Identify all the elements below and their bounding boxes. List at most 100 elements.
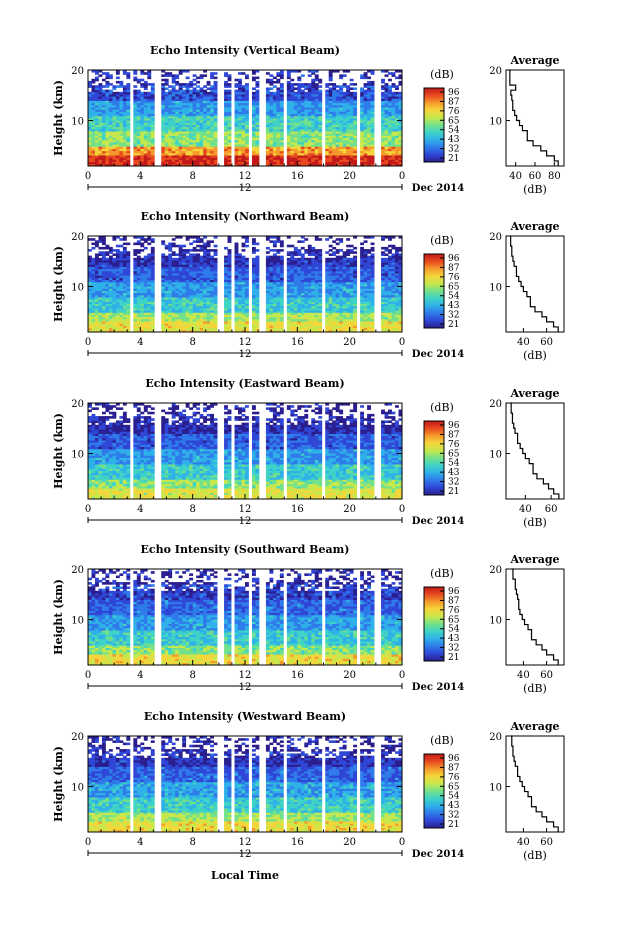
heatmap-cell (238, 288, 242, 291)
heatmap-cell (196, 308, 201, 311)
heatmap-cell (265, 124, 270, 128)
heatmap-cell (265, 107, 270, 110)
heatmap-cell (206, 137, 211, 141)
heatmap-cell (370, 102, 375, 106)
heatmap-cell (213, 288, 218, 291)
heatmap-cell (185, 133, 190, 136)
heatmap-cell (161, 96, 166, 99)
heatmap-cell (293, 299, 298, 302)
heatmap-cell (122, 144, 127, 147)
heatmap-cell (391, 113, 396, 117)
heatmap-cell (238, 270, 242, 274)
heatmap-cell (311, 150, 316, 154)
heatmap-cell (171, 286, 176, 289)
heatmap-cell (119, 109, 124, 112)
heatmap-cell (119, 111, 124, 115)
heatmap-cell (150, 137, 155, 141)
heatmap-cell (265, 297, 270, 300)
heatmap-cell (185, 163, 190, 167)
heatmap-cell (119, 96, 124, 99)
heatmap-cell (112, 107, 117, 110)
heatmap-cell (293, 137, 298, 141)
heatmap-cell (286, 275, 291, 278)
heatmap-cell (395, 107, 399, 110)
heatmap-cell (227, 321, 232, 324)
heatmap-cell (178, 128, 183, 132)
heatmap-cell (391, 133, 396, 136)
heatmap-cell (168, 96, 173, 99)
heatmap-cell (199, 124, 204, 128)
heatmap-cell (234, 157, 239, 160)
heatmap-cell (286, 253, 291, 257)
heatmap-cell (265, 137, 270, 141)
heatmap-cell (112, 286, 117, 289)
heatmap-cell (101, 142, 106, 145)
heatmap-cell (279, 305, 284, 309)
heatmap-cell (119, 325, 124, 329)
heatmap-cell (98, 115, 103, 119)
heatmap-cell (328, 113, 333, 117)
heatmap-cell (391, 72, 396, 75)
heatmap-cell (98, 128, 103, 132)
heatmap-cell (161, 161, 166, 165)
heatmap-cell (133, 163, 138, 167)
heatmap-cell (88, 249, 92, 252)
heatmap-cell (206, 325, 211, 329)
heatmap-cell (269, 292, 274, 296)
heatmap-cell (213, 321, 218, 324)
heatmap-cell (286, 124, 291, 128)
heatmap-cell (286, 314, 291, 318)
heatmap-cell (241, 255, 246, 259)
heatmap-cell (279, 308, 284, 311)
heatmap-cell (335, 111, 340, 115)
heatmap-cell (234, 107, 239, 110)
heatmap-cell (269, 270, 274, 274)
heatmap-cell (199, 155, 204, 158)
heatmap-cell (241, 290, 246, 294)
heatmap-cell (245, 316, 249, 320)
heatmap-cell (133, 152, 138, 156)
heatmap-cell (126, 292, 131, 296)
heatmap-cell (210, 264, 214, 267)
heatmap-cell (360, 124, 365, 128)
heatmap-cell (178, 133, 183, 136)
heatmap-cell (112, 273, 117, 276)
heatmap-cell (133, 327, 138, 331)
heatmap-cell (251, 273, 256, 276)
heatmap-cell (224, 120, 228, 123)
colorbar (423, 87, 445, 163)
heatmap-cell (210, 109, 214, 112)
heatmap-cell (360, 131, 365, 134)
heatmap-cell (293, 131, 298, 134)
heatmap-cell (150, 308, 155, 311)
heatmap-cell (272, 288, 277, 291)
date-label: Dec 2014 (412, 183, 464, 194)
heatmap-cell (171, 107, 176, 110)
heatmap-cell (238, 150, 242, 154)
colorbar-tick-label: 65 (448, 116, 460, 126)
heatmap-cell (189, 104, 194, 108)
heatmap-cell (213, 159, 218, 163)
heatmap-cell (224, 292, 228, 296)
heatmap-cell (164, 104, 169, 108)
heatmap-cell (126, 104, 131, 108)
heatmap-cell (210, 120, 214, 123)
heatmap-cell (346, 102, 351, 106)
heatmap-cell (210, 137, 214, 141)
heatmap-cell (276, 91, 281, 95)
heatmap-cell (272, 310, 277, 313)
heatmap-cell (272, 150, 277, 154)
heatmap-cell (115, 155, 120, 158)
heatmap-cell (224, 131, 228, 134)
heatmap-cell (251, 120, 256, 123)
heatmap-cell (346, 85, 351, 88)
heatmap-cell (286, 83, 291, 86)
heatmap-cell (227, 109, 232, 112)
heatmap-cell (178, 273, 183, 276)
heatmap-cell (143, 157, 148, 160)
heatmap-cell (147, 155, 152, 158)
colorbar-tick-label: 96 (448, 88, 460, 98)
heatmap-cell (115, 111, 120, 115)
heatmap-cell (388, 89, 392, 93)
heatmap-cell (164, 74, 169, 77)
